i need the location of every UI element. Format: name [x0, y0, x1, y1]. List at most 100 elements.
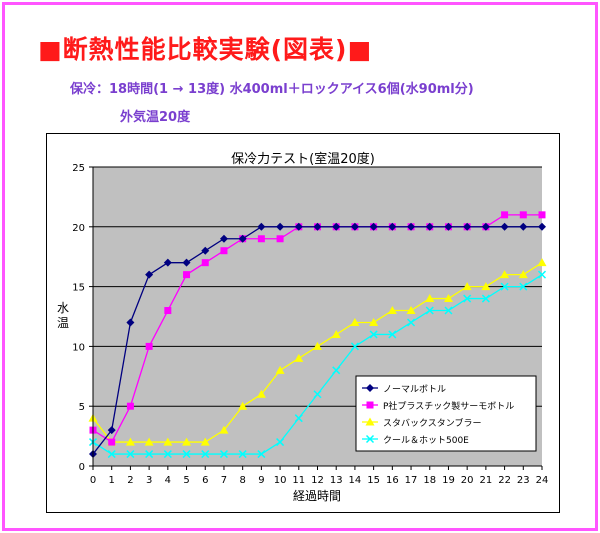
data-point	[257, 450, 266, 459]
data-point	[519, 282, 528, 291]
legend-label: P社プラスチック製サーモボトル	[383, 400, 514, 412]
data-point	[294, 414, 303, 423]
experiment-conditions: 保冷：18時間(1 → 13度) 水400ml＋ロックアイス6個(水90ml分)	[70, 82, 474, 97]
data-point	[369, 317, 379, 326]
x-axis-label: 経過時間	[293, 489, 341, 503]
data-point	[126, 402, 134, 410]
x-tick-label: 16	[386, 475, 399, 486]
x-tick-label: 11	[292, 475, 305, 486]
x-tick-label: 2	[127, 475, 133, 486]
data-point	[407, 318, 416, 327]
data-point	[275, 365, 285, 374]
data-point	[462, 282, 472, 291]
data-point	[481, 222, 490, 231]
legend-box	[355, 375, 537, 452]
data-point	[388, 330, 397, 339]
data-point	[182, 437, 192, 446]
data-point	[407, 222, 416, 231]
data-point	[201, 246, 210, 255]
x-tick-label: 19	[442, 475, 455, 486]
x-tick-label: 5	[183, 475, 189, 486]
page-title: ■断熱性能比較実験(図表)■	[38, 35, 373, 64]
x-tick-label: 4	[165, 475, 171, 486]
data-point	[388, 222, 397, 231]
data-point	[126, 450, 135, 459]
data-point	[481, 282, 491, 291]
x-tick-label: 14	[349, 475, 362, 486]
legend-marker	[365, 434, 375, 444]
data-point	[257, 222, 266, 231]
data-point	[313, 222, 322, 231]
legend-marker	[366, 384, 374, 392]
data-point	[276, 235, 284, 243]
data-point	[387, 306, 397, 315]
legend-item: クール＆ホット500E	[362, 434, 469, 446]
data-point	[444, 306, 453, 315]
y-tick-label: 5	[79, 402, 85, 413]
data-point	[200, 437, 210, 446]
data-point	[425, 294, 435, 303]
data-point	[332, 366, 341, 375]
x-tick-label: 10	[274, 475, 287, 486]
data-point	[425, 306, 434, 315]
outside-temperature: 外気温20度	[120, 110, 191, 125]
data-point	[238, 234, 247, 243]
data-point	[313, 341, 322, 350]
data-point	[443, 294, 453, 303]
legend-item: ノーマルボトル	[362, 384, 446, 395]
data-point	[144, 437, 154, 446]
data-point	[369, 222, 378, 231]
data-point	[182, 450, 191, 459]
data-point	[444, 222, 453, 231]
legend-item: P社プラスチック製サーモボトル	[362, 400, 514, 412]
x-tick-label: 13	[330, 475, 343, 486]
x-tick-label: 21	[480, 475, 493, 486]
x-tick-label: 7	[221, 475, 227, 486]
data-point	[294, 353, 304, 362]
x-tick-label: 24	[536, 475, 549, 486]
data-point	[201, 259, 209, 267]
data-point	[500, 222, 509, 231]
x-tick-label: 1	[109, 475, 115, 486]
y-tick-label: 0	[79, 462, 85, 473]
chart-title: 保冷力テスト(室温20度)	[231, 151, 375, 167]
legend-marker	[365, 417, 375, 426]
y-axis-label: 水温	[57, 301, 69, 330]
data-point	[501, 211, 509, 219]
series-triangle	[88, 258, 547, 446]
data-point	[219, 425, 229, 434]
data-point	[481, 294, 490, 303]
x-tick-label: 15	[367, 475, 380, 486]
data-point	[238, 401, 248, 410]
data-point	[219, 234, 228, 243]
x-tick-label: 9	[258, 475, 264, 486]
data-point	[182, 258, 191, 267]
data-point	[163, 450, 172, 459]
legend-label: ノーマルボトル	[383, 384, 446, 395]
data-point	[331, 329, 341, 338]
data-point	[538, 222, 546, 231]
x-tick-label: 22	[498, 475, 511, 486]
legend-label: クール＆ホット500E	[383, 435, 469, 446]
x-tick-label: 6	[202, 475, 208, 486]
data-point	[125, 437, 135, 446]
data-point	[276, 222, 285, 231]
data-point	[463, 222, 472, 231]
data-point	[425, 222, 434, 231]
data-point	[332, 222, 341, 231]
x-tick-label: 8	[239, 475, 245, 486]
data-point	[126, 318, 135, 327]
data-point	[220, 247, 228, 255]
data-point	[537, 270, 547, 279]
data-point	[463, 294, 472, 303]
data-point	[257, 235, 265, 243]
data-point	[145, 342, 153, 350]
data-point	[164, 307, 172, 315]
data-point	[538, 211, 546, 219]
data-point	[256, 389, 266, 398]
data-point	[518, 270, 528, 279]
data-point	[107, 426, 116, 435]
data-point	[369, 330, 378, 339]
data-point	[519, 211, 527, 219]
data-point	[145, 270, 154, 279]
